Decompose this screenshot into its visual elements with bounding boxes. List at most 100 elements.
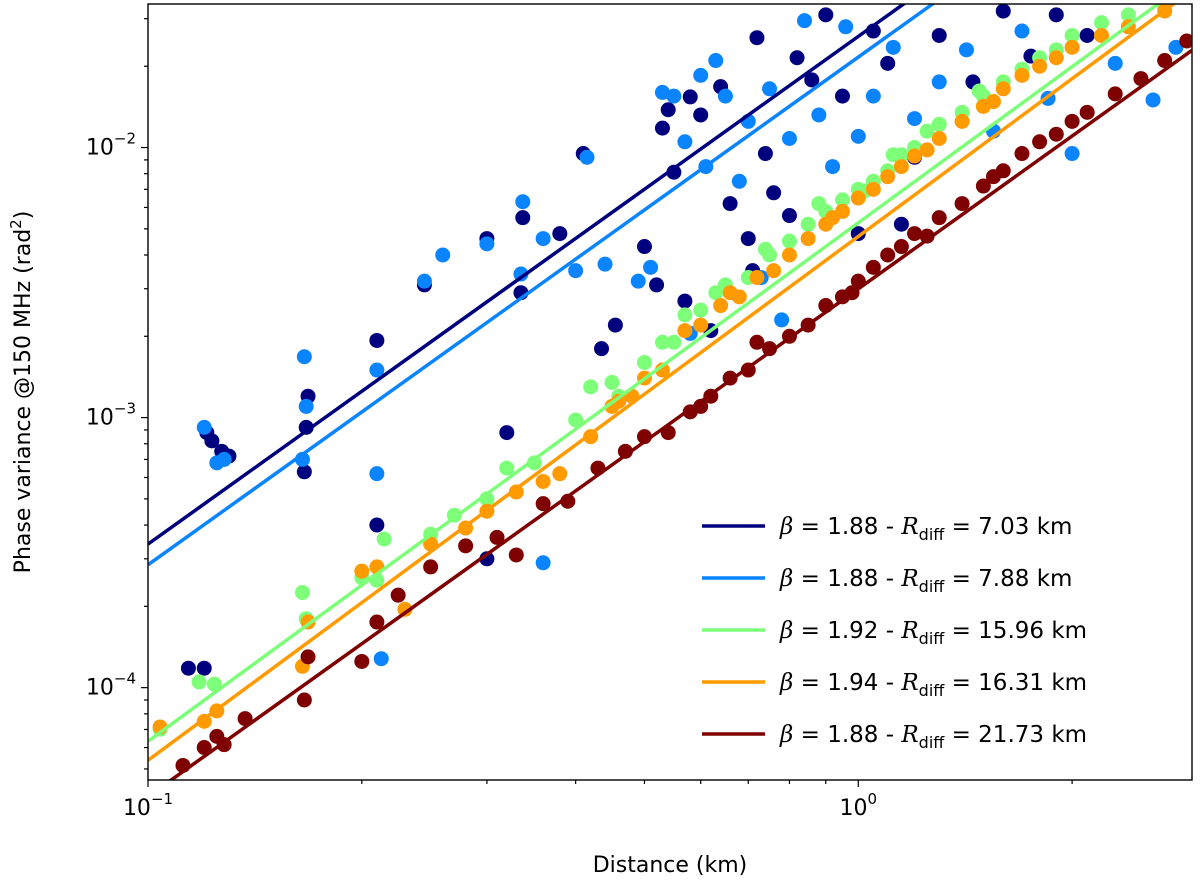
data-point	[1048, 50, 1064, 66]
plot-frame	[147, 3, 1193, 781]
data-point	[995, 81, 1011, 97]
data-point	[1168, 39, 1184, 55]
data-point	[499, 425, 515, 441]
data-point	[206, 676, 222, 692]
data-point	[1014, 23, 1030, 39]
data-point	[604, 374, 620, 390]
legend-entry: β = 1.94 - Rdiff = 16.31 km	[779, 670, 1087, 700]
data-point	[296, 349, 312, 365]
data-point	[660, 102, 676, 118]
data-point	[1064, 39, 1080, 55]
data-point	[880, 247, 896, 263]
data-point	[762, 81, 778, 97]
data-point	[397, 601, 413, 617]
data-point	[191, 674, 207, 690]
data-point	[216, 451, 232, 467]
data-point	[774, 312, 790, 328]
data-point	[907, 148, 923, 164]
data-point	[713, 298, 729, 314]
y-tick-label: 10−2	[86, 130, 136, 161]
data-layer	[148, 4, 1192, 780]
data-point	[677, 293, 693, 309]
data-point	[1032, 58, 1048, 74]
data-point	[479, 236, 495, 252]
data-point	[369, 517, 385, 533]
ticks-layer: 10−1 100 10−4 10−3 10−2	[86, 18, 1073, 821]
data-point	[1014, 67, 1030, 83]
data-point	[508, 484, 524, 500]
data-point	[717, 88, 733, 104]
data-point	[369, 362, 385, 378]
data-point	[880, 169, 896, 185]
data-point	[636, 239, 652, 255]
data-point	[958, 42, 974, 58]
data-point	[781, 247, 797, 263]
data-point	[458, 538, 474, 554]
data-point	[423, 559, 439, 575]
data-point	[204, 433, 220, 449]
data-point	[954, 196, 970, 212]
data-point	[677, 307, 693, 323]
data-point	[865, 181, 881, 197]
data-point	[1048, 7, 1064, 23]
data-point	[749, 270, 765, 286]
data-point	[654, 334, 670, 350]
x-axis-label: Distance (km)	[593, 853, 748, 878]
data-point	[568, 263, 584, 279]
data-point	[677, 134, 693, 150]
data-point	[811, 107, 827, 123]
data-point	[800, 231, 816, 247]
data-point	[630, 273, 646, 289]
data-point	[1064, 27, 1080, 43]
series-5	[175, 33, 1192, 773]
data-point	[1079, 104, 1095, 120]
data-point	[354, 653, 370, 669]
data-point	[1079, 27, 1095, 43]
data-point	[435, 247, 451, 263]
data-point	[515, 210, 531, 226]
data-point	[654, 84, 670, 100]
data-point	[731, 173, 747, 189]
data-point	[535, 231, 551, 247]
data-point	[579, 149, 595, 165]
data-point	[789, 50, 805, 66]
data-point	[677, 323, 693, 339]
x-tick-label: 10−1	[123, 790, 173, 821]
data-point	[369, 466, 385, 482]
data-point	[985, 169, 1001, 185]
data-point	[722, 285, 738, 301]
data-point	[693, 107, 709, 123]
data-point	[499, 460, 515, 476]
data-point	[749, 30, 765, 46]
legend-entry: β = 1.92 - Rdiff = 15.96 km	[779, 618, 1087, 648]
data-point	[376, 531, 392, 547]
data-point	[300, 649, 316, 665]
data-point	[693, 317, 709, 333]
plot-background	[148, 4, 1192, 780]
y-axis-label-main: Phase variance @150 MHz (rad	[11, 229, 36, 574]
data-point	[196, 660, 212, 676]
data-point	[1064, 146, 1080, 162]
data-point	[682, 89, 698, 105]
data-point	[919, 123, 935, 139]
legend: β = 1.88 - Rdiff = 7.03 km β = 1.88 - Rdi…	[702, 514, 1087, 752]
data-point	[834, 192, 850, 208]
data-point	[995, 4, 1011, 19]
data-point	[740, 231, 756, 247]
data-point	[893, 216, 909, 232]
data-point	[1048, 126, 1064, 142]
data-point	[1032, 134, 1048, 150]
data-point	[597, 256, 613, 272]
data-point	[931, 131, 947, 147]
data-point	[1107, 55, 1123, 71]
data-point	[643, 259, 659, 275]
data-point	[1145, 92, 1161, 108]
data-point	[294, 585, 310, 601]
data-point	[196, 740, 212, 756]
data-point	[954, 113, 970, 129]
data-point	[513, 266, 529, 282]
data-point	[975, 178, 991, 194]
data-point	[919, 142, 935, 158]
data-point	[526, 455, 542, 471]
data-point	[766, 185, 782, 201]
